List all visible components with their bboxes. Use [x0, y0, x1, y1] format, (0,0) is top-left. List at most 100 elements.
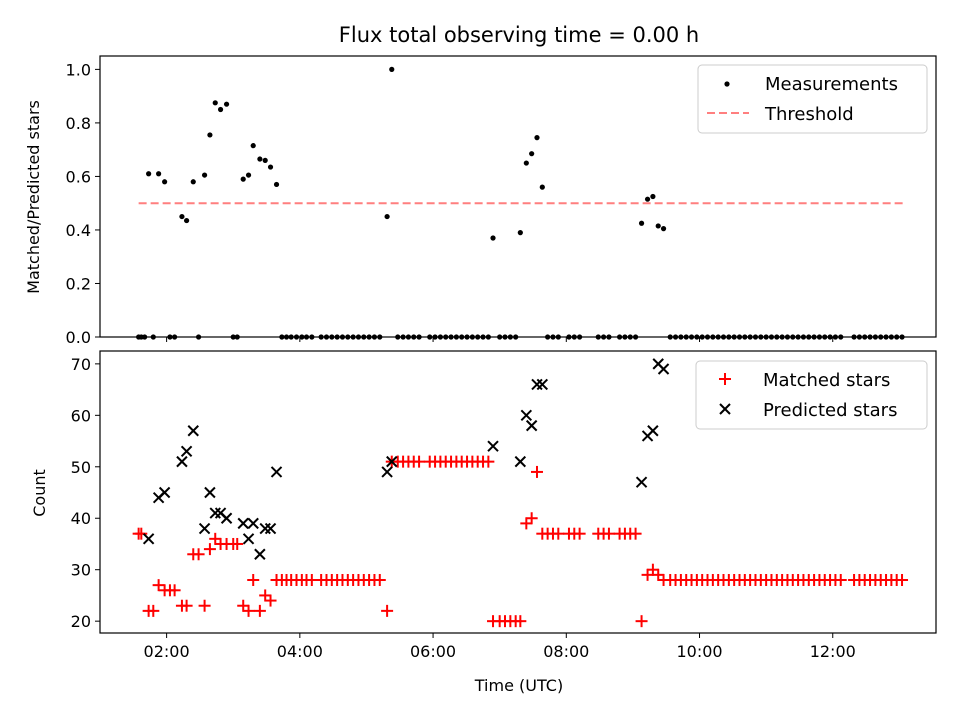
matched-star-point	[192, 548, 205, 561]
top-axes: 0.0 0.2 0.4 0.6 0.8 1.0 Matched/Predicted sta…	[24, 55, 937, 347]
measurement-point	[250, 143, 256, 149]
matched-star-point	[259, 589, 272, 602]
measurement-point	[262, 157, 268, 163]
legend-threshold-label: Threshold	[764, 104, 854, 125]
predicted-star-point	[386, 455, 398, 468]
matched-star-point	[242, 604, 255, 617]
measurement-point	[257, 156, 263, 162]
predicted-star-point	[514, 455, 527, 468]
matched-star-point	[896, 573, 909, 586]
bottom-axes: 20 30 40 50 60 70 02:00 04:00 06:00 08:00 10:00 12:…	[30, 350, 937, 695]
top-axes-frame	[99, 55, 937, 338]
measurement-point	[240, 176, 246, 182]
measurement-point	[660, 226, 667, 232]
measurement-point	[638, 220, 645, 226]
matched-star-point	[373, 573, 386, 586]
matched-star-point	[413, 455, 426, 468]
matched-star-point	[231, 537, 244, 550]
ytick-label: 40	[71, 509, 91, 528]
predicted-star-point	[142, 533, 155, 545]
ytick-label: 0.2	[66, 274, 91, 293]
measurement-point	[529, 151, 535, 157]
measurement-point	[389, 66, 395, 72]
measurement-point	[156, 171, 162, 177]
predicted-star-point	[381, 466, 393, 478]
legend-predicted-label: Predicted stars	[763, 400, 897, 421]
measurement-point	[655, 223, 661, 229]
bottom-ticks: 20 30 40 50 60 70 02:00 04:00 06:00 08:00 10:00 12:…	[71, 355, 856, 661]
ytick-label: 0.0	[66, 328, 91, 347]
measurement-point	[223, 101, 230, 107]
ytick-label: 1.0	[66, 60, 91, 79]
matched-star-point	[482, 455, 495, 468]
top-ticks: 0.0 0.2 0.4 0.6 0.8 1.0	[66, 60, 834, 347]
matched-star-point	[247, 573, 260, 586]
measurement-point	[201, 172, 208, 178]
bottom-legend-box	[695, 360, 928, 430]
xtick-label: 10:00	[676, 642, 722, 661]
ytick-label: 70	[71, 355, 91, 374]
measurement-point	[146, 171, 152, 177]
legend-predicted-marker	[719, 403, 731, 415]
xtick-label: 12:00	[810, 642, 856, 661]
matched-star-point	[264, 594, 277, 607]
matched-star-point	[514, 615, 527, 628]
predicted-star-point	[187, 425, 199, 437]
matched-star-point	[198, 599, 211, 612]
bottom-legend: Matched stars Predicted stars	[695, 360, 928, 430]
measurement-point	[190, 179, 196, 185]
predicted-star-point	[204, 486, 216, 499]
predicted-star-point	[158, 486, 171, 499]
measurement-point	[217, 106, 224, 113]
measurement-point	[212, 100, 218, 106]
predicted-star-point	[242, 533, 255, 545]
matched-star-point	[834, 573, 847, 586]
measurement-point	[650, 193, 656, 200]
matched-star-point	[203, 543, 216, 556]
bottom-xlabel: Time (UTC)	[474, 676, 563, 695]
matched-star-point	[641, 568, 654, 581]
legend-measurements-marker	[724, 81, 730, 87]
matched-star-point	[602, 527, 615, 540]
matched-star-point	[635, 615, 648, 628]
chart-title: Flux total observing time = 0.00 h	[339, 23, 699, 47]
matched-star-point	[652, 568, 665, 581]
ytick-label: 50	[71, 458, 91, 477]
ytick-label: 0.6	[66, 167, 91, 186]
matched-star-point	[525, 512, 538, 525]
bottom-ylabel: Count	[30, 469, 49, 517]
bottom-axes-frame	[99, 350, 937, 634]
measurement-point	[517, 230, 523, 236]
top-ylabel: Matched/Predicted stars	[24, 100, 43, 294]
matched-star-point	[629, 527, 642, 540]
matched-star-point	[168, 584, 181, 597]
matched-star-point	[530, 465, 543, 478]
predicted-star-point	[657, 363, 670, 375]
predicted-star-point	[520, 409, 533, 422]
predicted-star-point	[254, 548, 266, 560]
measurement-point	[384, 213, 390, 220]
predicted-star-point	[264, 522, 277, 535]
matched-star-point	[135, 527, 148, 540]
xtick-label: 02:00	[144, 642, 190, 661]
matched-star-point	[573, 527, 586, 540]
bottom-data-marks	[132, 358, 909, 628]
matched-star-point	[552, 527, 565, 540]
predicted-star-point	[635, 476, 648, 488]
predicted-star-point	[247, 517, 259, 530]
measurement-point	[539, 184, 545, 190]
legend-matched-marker	[719, 373, 731, 385]
matched-star-point	[237, 599, 250, 612]
xtick-label: 04:00	[277, 642, 323, 661]
matched-star-point	[253, 604, 266, 617]
matched-star-point	[381, 604, 394, 617]
measurement-point	[490, 235, 496, 241]
predicted-star-point	[270, 466, 283, 478]
predicted-star-point	[647, 425, 659, 437]
ytick-label: 0.4	[66, 221, 91, 240]
measurement-point	[644, 196, 651, 202]
measurement-point	[245, 172, 252, 178]
measurement-point	[162, 179, 168, 185]
xtick-label: 06:00	[410, 642, 456, 661]
